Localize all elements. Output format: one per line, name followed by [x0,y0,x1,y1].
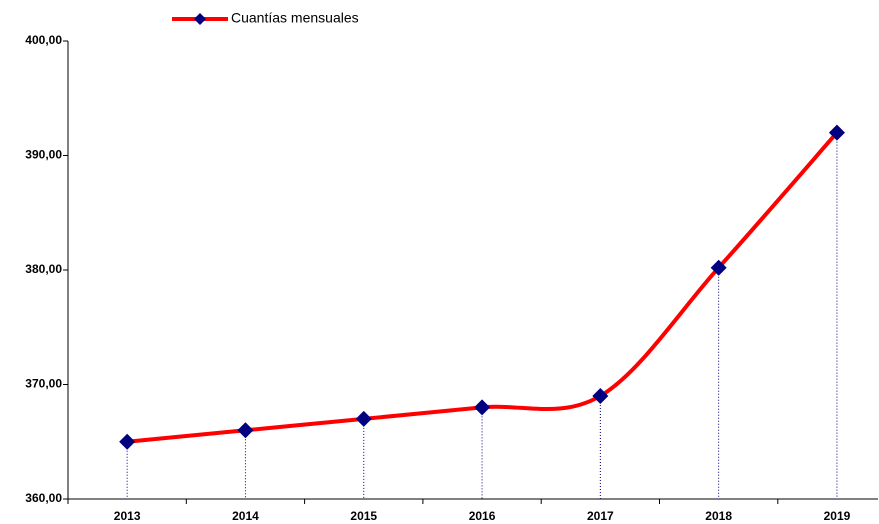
x-tick-label: 2019 [824,509,851,523]
x-tick-label: 2016 [469,509,496,523]
marker [474,399,491,416]
marker [237,422,254,439]
marker [592,387,609,404]
x-tick-label: 2015 [350,509,377,523]
marker [355,410,372,427]
marker [828,124,845,141]
legend-label: Cuantías mensuales [231,10,359,26]
x-tick-label: 2017 [587,509,614,523]
x-tick-label: 2013 [114,509,141,523]
x-tick-label: 2014 [232,509,259,523]
y-tick-label: 380,00 [25,262,62,276]
y-tick-label: 400,00 [25,33,62,47]
y-tick-label: 360,00 [25,491,62,505]
line [126,131,839,444]
y-tick-label: 370,00 [25,377,62,391]
legend-marker [194,13,206,25]
marker [710,259,727,276]
x-tick-label: 2018 [705,509,732,523]
marker [119,433,136,450]
y-tick-label: 390,00 [25,148,62,162]
